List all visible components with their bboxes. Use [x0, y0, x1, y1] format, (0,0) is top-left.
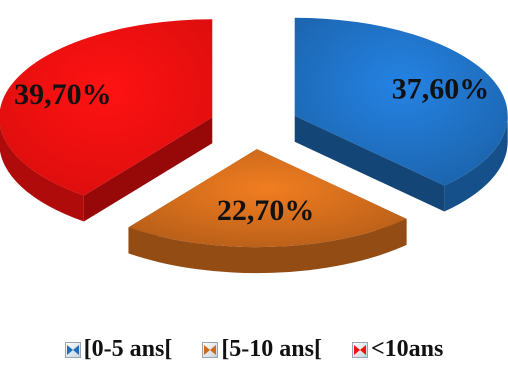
slice-data-label: 37,60% — [392, 72, 490, 105]
legend-item-over-10: <10ans — [351, 336, 444, 363]
pie-slice-0 — [294, 17, 508, 212]
pie-slice-2 — [0, 19, 213, 222]
legend: [0-5 ans[ [5-10 ans[ <10ans — [0, 336, 508, 363]
pie-chart: 37,60% 22,70% 39,70% — [0, 17, 508, 274]
legend-swatch-orange-icon — [202, 341, 219, 358]
legend-swatch-blue-icon — [64, 341, 81, 358]
slice-data-label: 22,70% — [217, 194, 315, 227]
pie-slice-1 — [128, 149, 407, 274]
legend-label: [0-5 ans[ — [83, 336, 173, 362]
legend-label: [5-10 ans[ — [221, 336, 322, 362]
legend-swatch-red-icon — [351, 341, 368, 358]
slice-data-label: 39,70% — [14, 78, 112, 111]
legend-item-5-10: [5-10 ans[ — [202, 336, 322, 363]
legend-item-0-5: [0-5 ans[ — [64, 336, 173, 363]
legend-label: <10ans — [370, 336, 444, 362]
